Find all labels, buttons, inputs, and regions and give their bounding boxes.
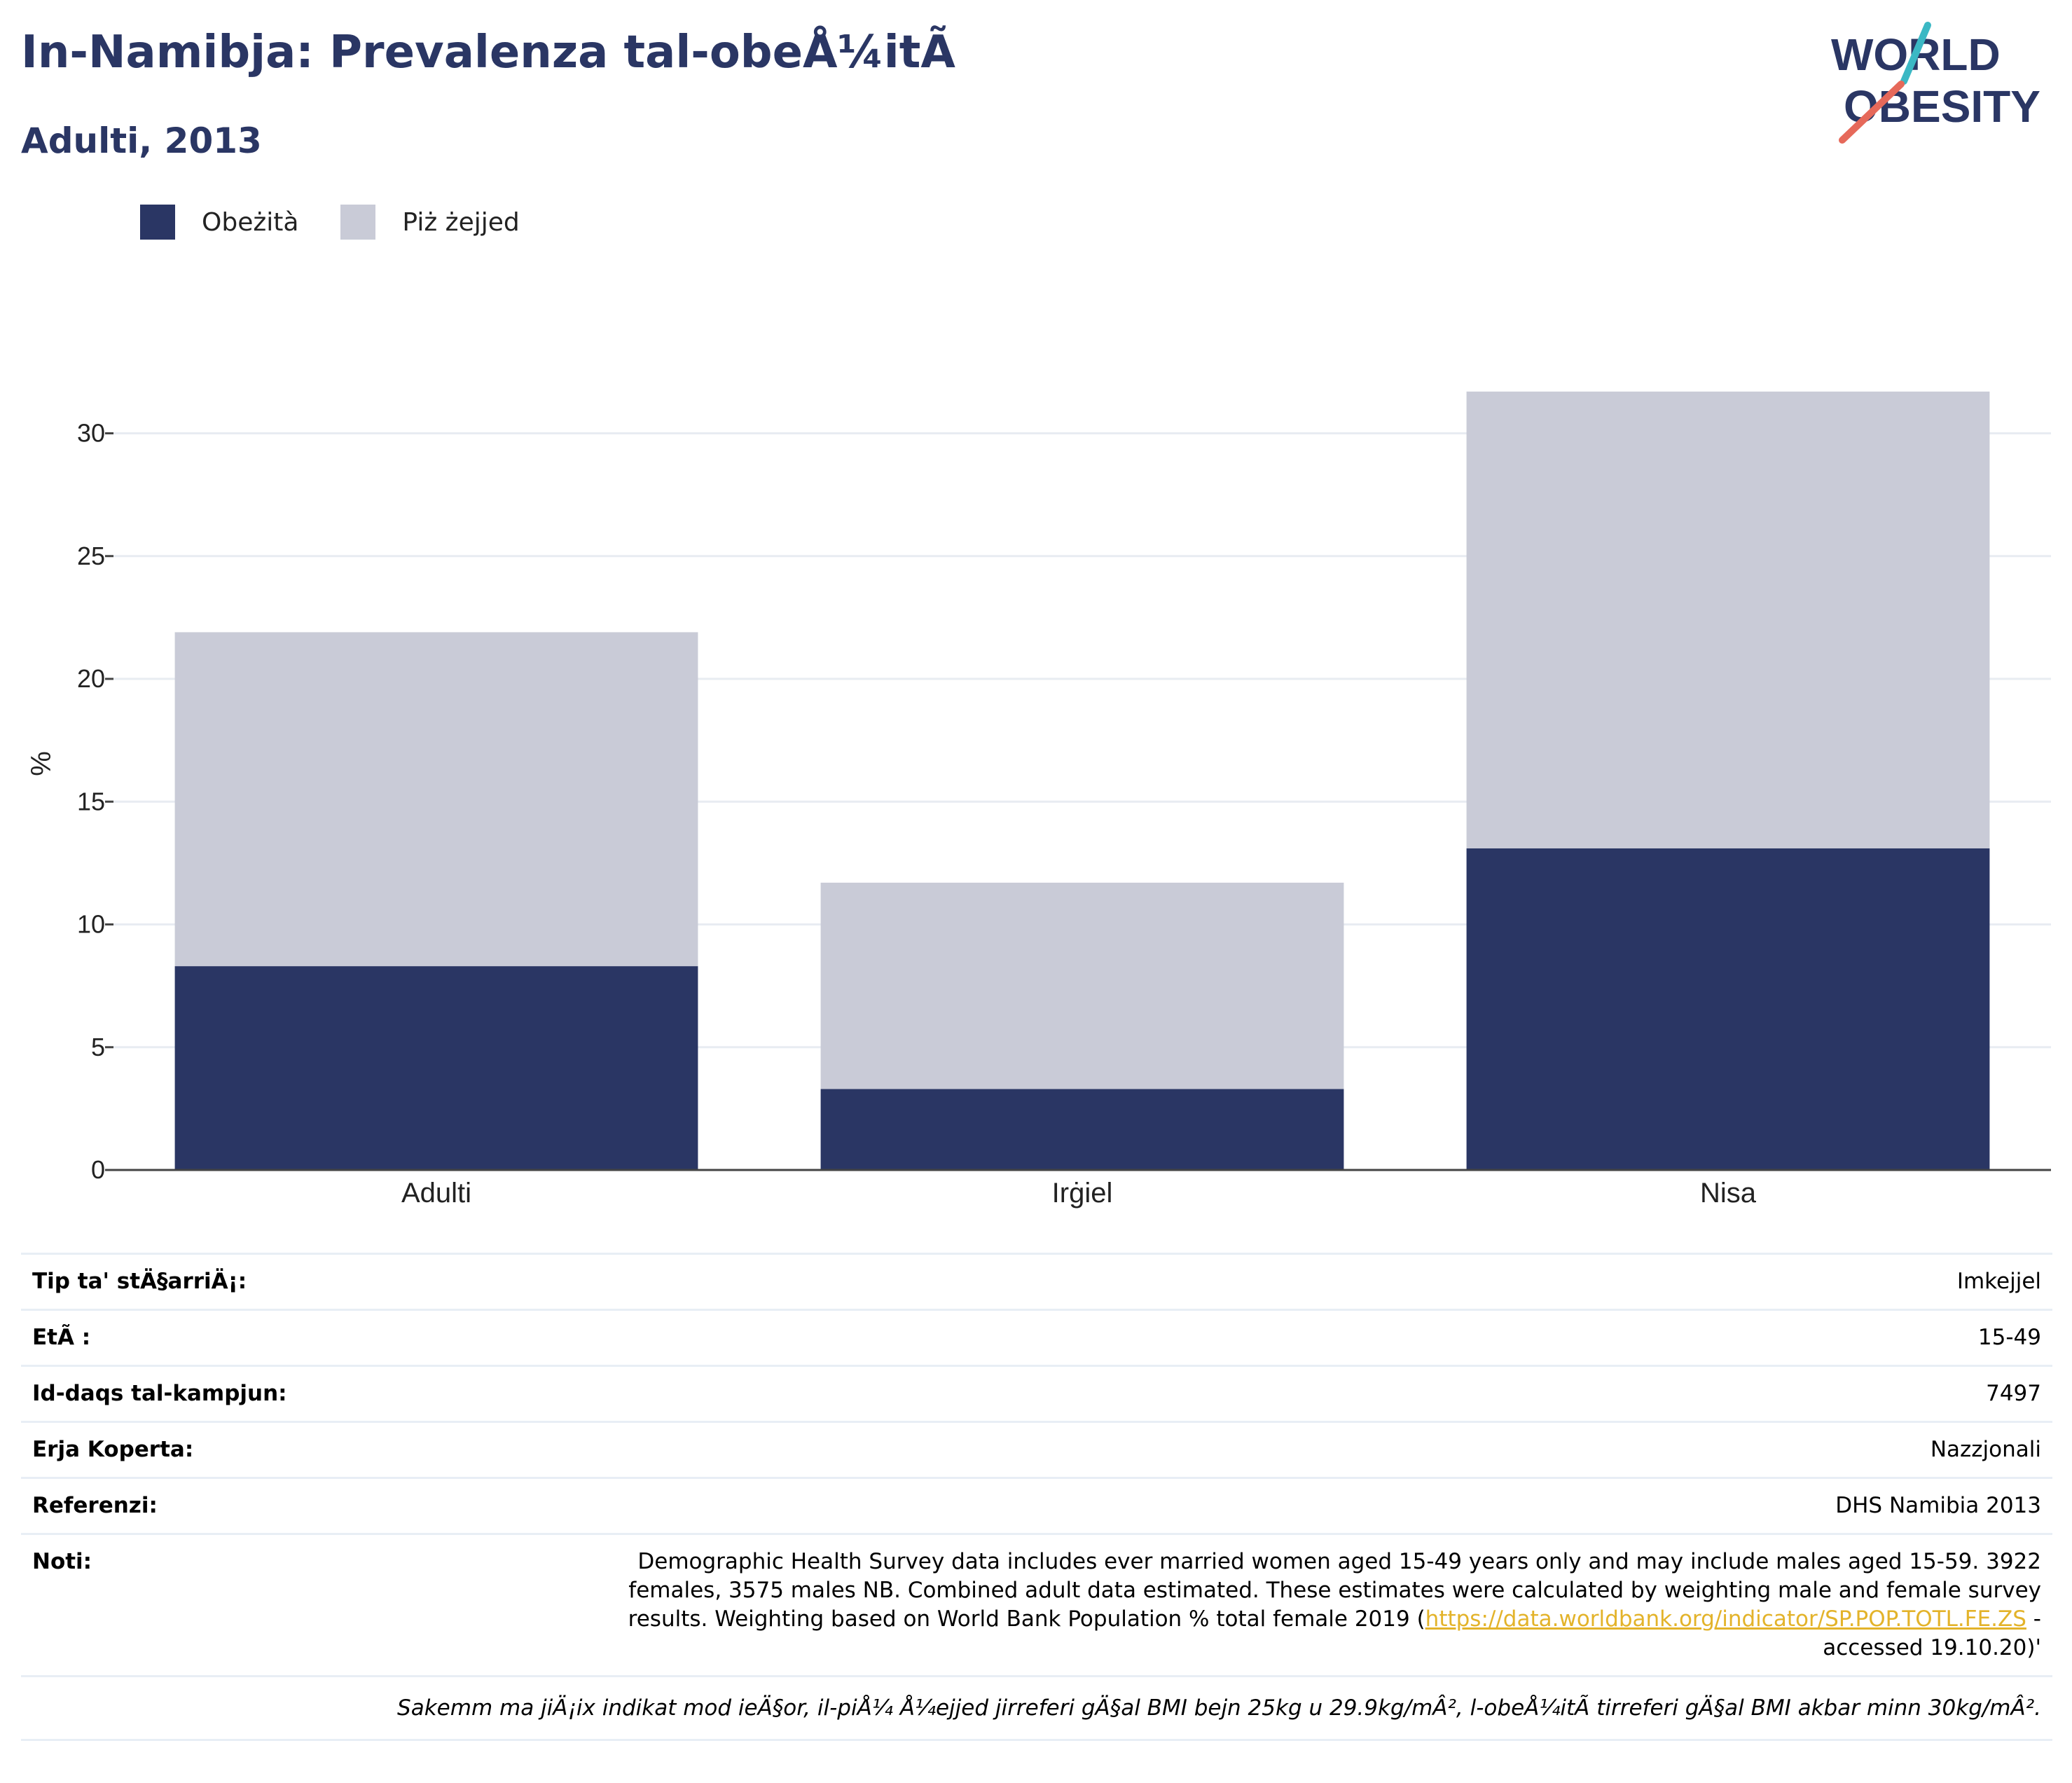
info-value: Imkejjel <box>1956 1269 2041 1294</box>
notes-value: Demographic Health Survey data includes … <box>584 1548 2041 1662</box>
legend-swatch-overweight <box>340 205 376 240</box>
bar-overweight <box>174 632 698 967</box>
info-row-notes: Noti: Demographic Health Survey data inc… <box>21 1533 2052 1675</box>
notes-text-after: - accessed 19.10.20)' <box>1823 1606 2041 1660</box>
legend-item-obese[interactable]: Obeżità <box>140 205 298 240</box>
y-tick-label: 10 <box>77 910 105 939</box>
y-tick-label: 30 <box>77 419 105 448</box>
info-row: Tip ta' stÄ§arriÄ¡: Imkejjel <box>21 1253 2052 1309</box>
chart-subtitle: Adulti, 2013 <box>21 121 262 161</box>
notes-text-before: Demographic Health Survey data includes … <box>628 1549 2041 1632</box>
notes-link[interactable]: https://data.worldbank.org/indicator/SP.… <box>1425 1606 2026 1632</box>
bar-overweight <box>820 882 1344 1089</box>
info-value: Nazzjonali <box>1930 1437 2041 1462</box>
info-row: Id-daqs tal-kampjun: 7497 <box>21 1365 2052 1421</box>
y-axis-label: % <box>26 751 57 776</box>
x-tick-label: Adulti <box>401 1178 471 1209</box>
logo-slash-red <box>1839 81 1905 144</box>
info-value: 15-49 <box>1977 1325 2041 1350</box>
footnote: Sakemm ma jiÄ¡ix indikat mod ieÄ§or, il-… <box>21 1675 2052 1741</box>
legend-label-obese: Obeżità <box>202 207 299 237</box>
info-row: EtÃ : 15-49 <box>21 1309 2052 1365</box>
legend-label-overweight: Piż żejjed <box>402 207 520 237</box>
info-key: EtÃ : <box>32 1325 91 1350</box>
y-tick-label: 25 <box>77 542 105 570</box>
chart-legend: Obeżità Piż żejjed <box>140 205 562 240</box>
bar-obese <box>174 966 698 1170</box>
info-value: DHS Namibia 2013 <box>1835 1493 2041 1518</box>
y-tick-label: 0 <box>91 1155 105 1184</box>
info-table: Tip ta' stÄ§arriÄ¡: Imkejjel EtÃ : 15-49… <box>21 1253 2052 1741</box>
notes-key: Noti: <box>32 1549 92 1574</box>
info-key: Tip ta' stÄ§arriÄ¡: <box>32 1269 247 1294</box>
x-tick-label: Irġiel <box>1052 1178 1113 1209</box>
bar-obese <box>820 1089 1344 1170</box>
info-row: Referenzi: DHS Namibia 2013 <box>21 1477 2052 1533</box>
info-row: Erja Koperta: Nazzjonali <box>21 1421 2052 1477</box>
info-key: Erja Koperta: <box>32 1437 194 1462</box>
legend-item-overweight[interactable]: Piż żejjed <box>340 205 520 240</box>
bar-obese <box>1466 848 1990 1170</box>
bar-overweight <box>1466 391 1990 848</box>
y-tick-label: 20 <box>77 664 105 693</box>
info-key: Id-daqs tal-kampjun: <box>32 1381 287 1406</box>
chart-title: In-Namibja: Prevalenza tal-obeÅ¼itÃ <box>21 27 955 78</box>
legend-swatch-obese <box>140 205 175 240</box>
y-tick-label: 15 <box>77 787 105 815</box>
stacked-bar-chart: 0 5 10 15 20 25 30% Adulti Irġiel Nisa <box>26 391 2051 1209</box>
info-key: Referenzi: <box>32 1493 158 1518</box>
y-tick-label: 5 <box>91 1033 105 1061</box>
info-value: 7497 <box>1986 1381 2041 1406</box>
x-tick-label: Nisa <box>1700 1178 1757 1209</box>
logo-slash-teal <box>1900 22 1931 85</box>
world-obesity-logo: WORLD OBESITY <box>1831 22 2040 144</box>
